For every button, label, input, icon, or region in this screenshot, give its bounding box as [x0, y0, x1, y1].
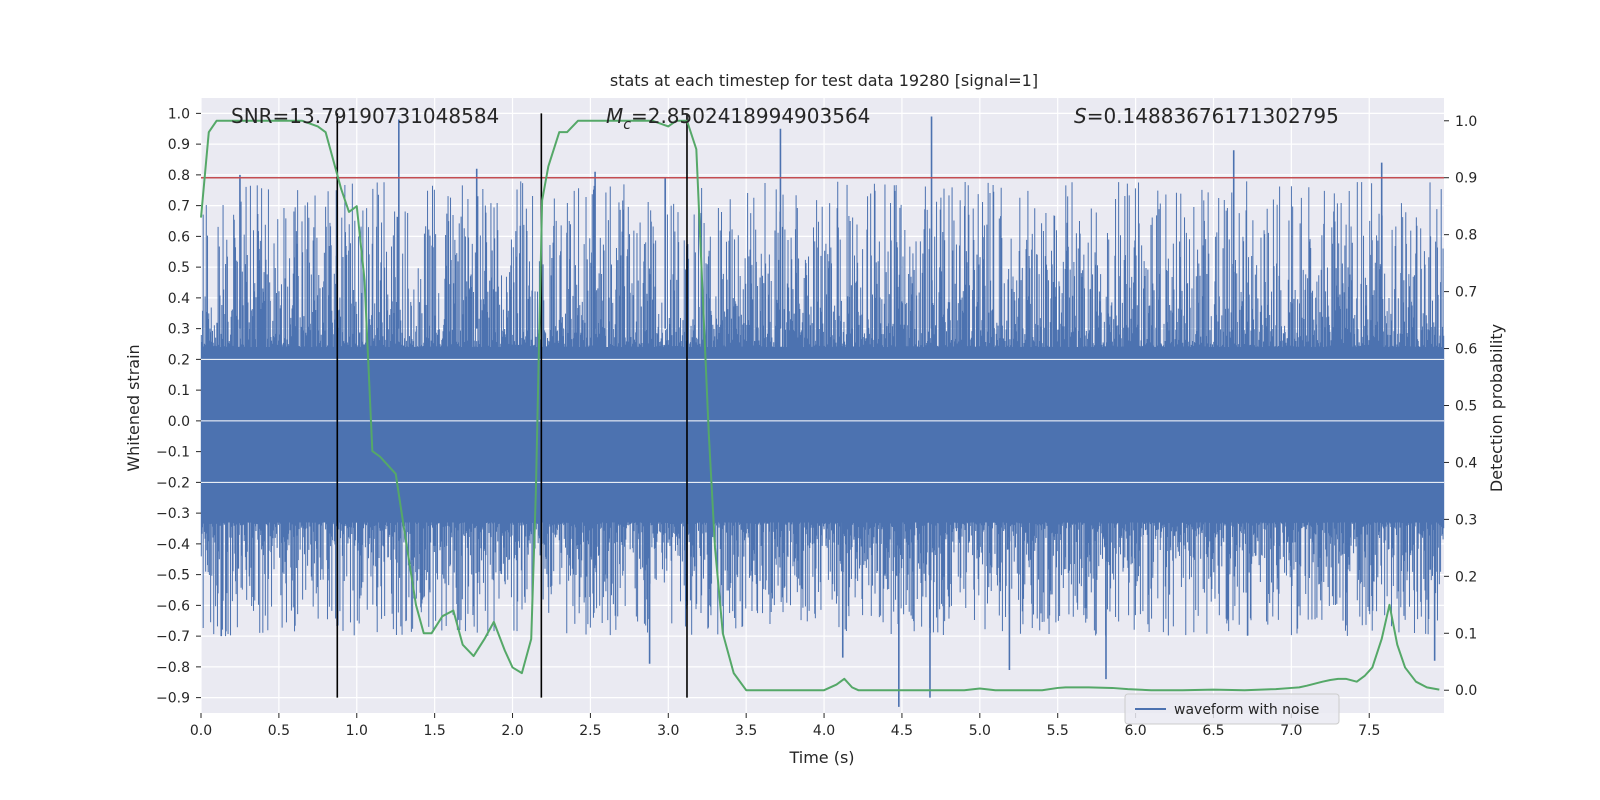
- y2-tick-label: 0.3: [1455, 512, 1477, 528]
- x-tick-label: 1.5: [424, 723, 446, 739]
- y-tick-label: −0.3: [156, 506, 190, 522]
- probability-line: [200, 119, 1440, 692]
- y-axis-label: Whitened strain: [124, 344, 143, 471]
- x-tick-label: 7.5: [1358, 723, 1380, 739]
- y-tick-label: 0.4: [168, 291, 190, 307]
- y-tick-label: −0.4: [156, 537, 190, 553]
- y-tick-label: 0.2: [168, 352, 190, 368]
- y-tick-label: −0.8: [156, 660, 190, 676]
- y2-axis-label: Detection probability: [1487, 324, 1506, 492]
- strain-series: [200, 116, 1445, 707]
- x-tick-label: 5.0: [969, 723, 991, 739]
- x-tick-label: 2.5: [579, 723, 601, 739]
- y-tick-label: −0.9: [156, 691, 190, 707]
- x-tick-label: 3.0: [657, 723, 679, 739]
- y2-tick-label: 0.5: [1455, 399, 1477, 415]
- y-tick-label: 0.7: [168, 199, 190, 215]
- spin-value: =0.14883676171302795: [1087, 104, 1339, 128]
- y-tick-label: −0.2: [156, 475, 190, 491]
- spin-symbol: S: [1074, 104, 1087, 128]
- y2-tick-label: 0.4: [1455, 455, 1477, 471]
- y2-tick-label: 1.0: [1455, 114, 1477, 130]
- y2-tick-label: 0.9: [1455, 171, 1477, 187]
- y-tick-label: 0.8: [168, 168, 190, 184]
- strain-dense-band: [201, 347, 1444, 523]
- y-tick-label: 0.6: [168, 229, 190, 245]
- y-tick-label: 0.0: [168, 414, 190, 430]
- y-tick-label: −0.5: [156, 568, 190, 584]
- y2-tick-label: 0.1: [1455, 626, 1477, 642]
- y-tick-label: 0.1: [168, 383, 190, 399]
- chirp-mass-subscript: c: [623, 117, 631, 133]
- x-tick-label: 1.0: [346, 723, 368, 739]
- chirp-mass-symbol: M: [606, 104, 623, 128]
- x-tick-label: 0.5: [268, 723, 290, 739]
- legend-box: [1124, 693, 1340, 725]
- legend: waveform with noise: [1124, 693, 1340, 725]
- chirp-mass-value: =2.8502418994903564: [631, 104, 870, 128]
- axis-ticks: 0.0 0.5 1.0 1.5 2.0 2.5 3.0 3.5 4.0 4.5 5.0 5.5 6.0 6…: [156, 106, 1477, 739]
- y-tick-label: 0.5: [168, 260, 190, 276]
- y2-tick-label: 0.0: [1455, 683, 1477, 699]
- x-axis-label: Time (s): [788, 748, 854, 767]
- legend-entry: waveform with noise: [1174, 702, 1319, 718]
- snr-annotation: SNR=13.79190731048584: [231, 104, 499, 128]
- x-tick-label: 4.0: [813, 723, 835, 739]
- y-tick-label: −0.1: [156, 445, 190, 461]
- x-tick-label: 6.5: [1202, 723, 1224, 739]
- x-tick-label: 6.0: [1124, 723, 1146, 739]
- y-tick-label: 0.9: [168, 137, 190, 153]
- y-tick-label: −0.7: [156, 629, 190, 645]
- x-tick-label: 0.0: [190, 723, 212, 739]
- chart-title: stats at each timestep for test data 192…: [610, 71, 1038, 90]
- x-tick-label: 7.0: [1280, 723, 1302, 739]
- x-tick-label: 4.5: [891, 723, 913, 739]
- chirp-mass-annotation: Mc=2.8502418994903564: [606, 104, 870, 133]
- spin-annotation: S=0.14883676171302795: [1074, 104, 1339, 128]
- y-tick-label: 1.0: [168, 106, 190, 122]
- x-tick-label: 3.5: [735, 723, 757, 739]
- y2-tick-label: 0.6: [1455, 342, 1477, 358]
- y2-tick-label: 0.7: [1455, 285, 1477, 301]
- probability-series: [200, 119, 1440, 692]
- y2-tick-label: 0.8: [1455, 228, 1477, 244]
- x-tick-label: 2.0: [501, 723, 523, 739]
- x-tick-label: 5.5: [1047, 723, 1069, 739]
- y-tick-label: 0.3: [168, 322, 190, 338]
- y2-tick-label: 0.2: [1455, 569, 1477, 585]
- y-tick-label: −0.6: [156, 598, 190, 614]
